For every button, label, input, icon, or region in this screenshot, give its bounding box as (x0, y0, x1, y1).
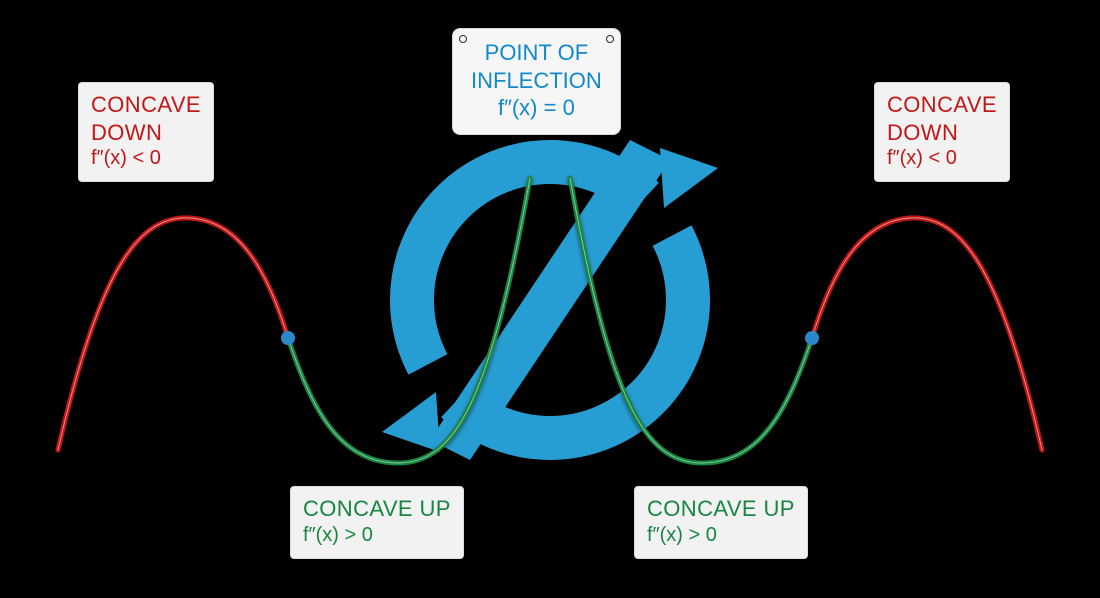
label-formula: f″(x) < 0 (887, 146, 997, 171)
rivet-icon (606, 35, 614, 43)
label-formula: f″(x) > 0 (647, 523, 795, 548)
label-formula: f″(x) = 0 (471, 94, 602, 122)
label-text: CONCAVE (887, 91, 997, 119)
right-curve-red (812, 218, 1042, 450)
left-curve-red (58, 218, 288, 450)
left-curve (58, 178, 530, 463)
label-point-of-inflection: POINT OF INFLECTION f″(x) = 0 (452, 28, 621, 135)
left-curve-green (288, 178, 530, 463)
label-text: DOWN (887, 119, 997, 147)
right-inflection-dot (805, 331, 819, 345)
label-concave-up-left: CONCAVE UP f″(x) > 0 (290, 486, 464, 559)
left-inflection-dot (281, 331, 295, 345)
label-concave-down-left: CONCAVE DOWN f″(x) < 0 (78, 82, 214, 182)
label-concave-down-right: CONCAVE DOWN f″(x) < 0 (874, 82, 1010, 182)
label-text: DOWN (91, 119, 201, 147)
logo-ring (370, 140, 730, 460)
right-curve-green (570, 178, 812, 463)
label-text: INFLECTION (471, 67, 602, 95)
rivet-icon (459, 35, 467, 43)
diagram-stage: POINT OF INFLECTION f″(x) = 0 CONCAVE DO… (0, 0, 1100, 598)
label-text: CONCAVE (91, 91, 201, 119)
label-formula: f″(x) < 0 (91, 146, 201, 171)
label-concave-up-right: CONCAVE UP f″(x) > 0 (634, 486, 808, 559)
label-formula: f″(x) > 0 (303, 523, 451, 548)
label-text: CONCAVE UP (303, 495, 451, 523)
right-curve (570, 178, 1042, 463)
label-text: POINT OF (471, 39, 602, 67)
label-text: CONCAVE UP (647, 495, 795, 523)
